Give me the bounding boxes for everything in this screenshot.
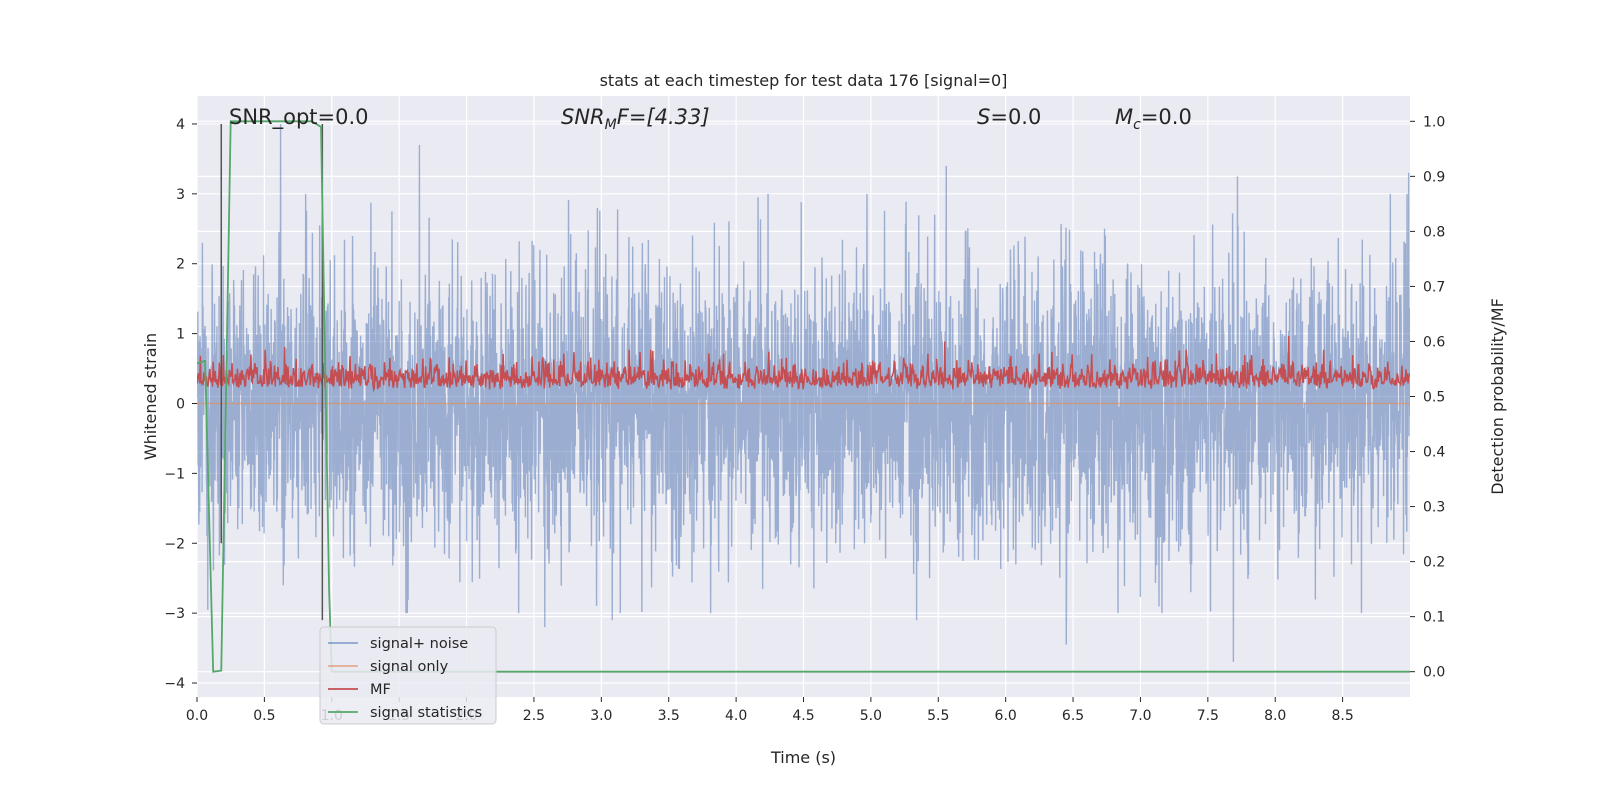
- annotation-mc: Mc=0.0: [1115, 105, 1192, 133]
- annotations: SNR_opt=0.0 SNRMF=[4.33] S=0.0 Mc=0.0: [229, 105, 1192, 133]
- legend: signal+ noise signal only MF signal statist…: [319, 626, 497, 725]
- annotation-snr-mf-rest: F=[4.33]: [617, 105, 710, 129]
- x-tick-label: 4.5: [792, 708, 814, 724]
- legend-box: [319, 626, 497, 725]
- y-tick-label: −4: [164, 676, 185, 692]
- x-tick-label: 5.5: [927, 708, 949, 724]
- chart-title: stats at each timestep for test data 176…: [600, 71, 1008, 90]
- y-tick-label: 3: [176, 187, 185, 203]
- x-tick-label: 7.5: [1197, 708, 1219, 724]
- y2-tick-label: 0.8: [1423, 224, 1445, 240]
- y2-tick-label: 1.0: [1423, 114, 1445, 130]
- y-tick-label: 1: [176, 327, 185, 343]
- x-tick-label: 8.5: [1331, 708, 1353, 724]
- annotation-s-main: S: [977, 105, 990, 129]
- y2-tick-label: 0.5: [1423, 390, 1445, 406]
- legend-label: signal statistics: [370, 705, 482, 721]
- x-tick-label: 7.0: [1129, 708, 1151, 724]
- y2-tick-label: 0.0: [1423, 665, 1445, 681]
- annotation-mc-main: M: [1115, 105, 1133, 129]
- x-tick-label: 3.5: [658, 708, 680, 724]
- y2-tick-label: 0.3: [1423, 500, 1445, 516]
- annotation-mc-sub: c: [1133, 117, 1141, 133]
- legend-label: signal+ noise: [370, 636, 468, 652]
- annotation-s-rest: =0.0: [990, 105, 1041, 129]
- y2-tick-label: 0.1: [1423, 610, 1445, 626]
- y2-tick-label: 0.7: [1423, 279, 1445, 295]
- legend-label: MF: [370, 682, 391, 698]
- x-tick-label: 5.0: [860, 708, 882, 724]
- x-tick-label: 0.5: [253, 708, 275, 724]
- annotation-snr-mf-sub: M: [605, 117, 617, 133]
- y-axis-label: Whitened strain: [141, 333, 160, 460]
- annotation-snr-mf: SNRMF=[4.33]: [561, 105, 710, 133]
- x-axis-label: Time (s): [770, 748, 836, 767]
- y2-tick-label: 0.4: [1423, 445, 1445, 461]
- y-tick-label: −2: [164, 536, 185, 552]
- y-tick-label: 0: [176, 396, 185, 412]
- x-tick-label: 4.0: [725, 708, 747, 724]
- x-tick-label: 6.0: [995, 708, 1017, 724]
- y-tick-label: 2: [176, 257, 185, 273]
- y2-tick-label: 0.2: [1423, 555, 1445, 571]
- series-mf: [197, 335, 1410, 393]
- y-tick-label: −1: [164, 466, 185, 482]
- x-tick-label: 0.0: [186, 708, 208, 724]
- x-tick-label: 2.5: [523, 708, 545, 724]
- y2-tick-label: 0.9: [1423, 169, 1445, 185]
- legend-label: signal only: [370, 659, 449, 675]
- annotation-snr-opt: SNR_opt=0.0: [229, 105, 369, 130]
- annotation-mc-rest: =0.0: [1141, 105, 1192, 129]
- y2-axis-label: Detection probability/MF: [1488, 298, 1507, 495]
- y2-tick-label: 0.6: [1423, 334, 1445, 350]
- y-tick-label: 4: [176, 117, 185, 133]
- x-tick-label: 3.0: [590, 708, 612, 724]
- x-tick-label: 8.0: [1264, 708, 1286, 724]
- x-tick-label: 6.5: [1062, 708, 1084, 724]
- annotation-s: S=0.0: [977, 105, 1041, 129]
- y-tick-label: −3: [164, 606, 185, 622]
- annotation-snr-mf-main: SNR: [561, 105, 605, 129]
